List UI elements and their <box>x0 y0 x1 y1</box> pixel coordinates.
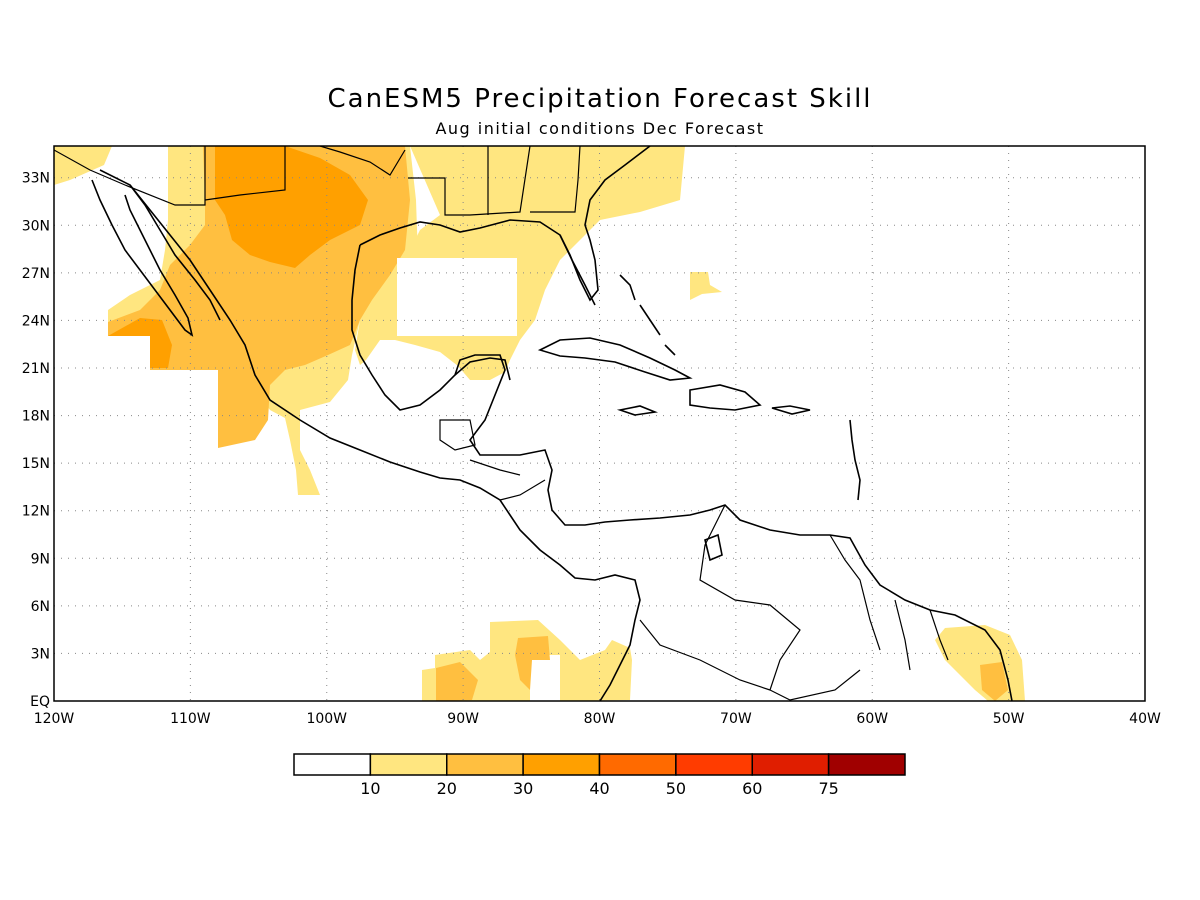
skill-shading <box>54 146 1025 701</box>
lon-tick-label: 70W <box>720 711 752 727</box>
lon-tick-labels: 120W 110W 100W 90W 80W 70W 60W 50W 40W <box>34 711 1161 727</box>
lon-tick-label: 100W <box>306 711 347 727</box>
colorbar-swatch <box>598 753 677 776</box>
lat-tick-label: 18N <box>22 409 50 425</box>
colorbar-swatch <box>827 753 906 776</box>
shading-level-10-20 <box>54 146 1025 701</box>
colorbar-label: 60 <box>742 779 762 798</box>
colorbar-label: 40 <box>589 779 609 798</box>
lat-tick-label: 30N <box>22 218 50 234</box>
lon-tick-label: 80W <box>584 711 616 727</box>
colorbar-swatch <box>369 753 448 776</box>
lat-tick-label: 27N <box>22 266 50 282</box>
lat-tick-label: 6N <box>31 599 50 615</box>
colorbar: 10 20 30 40 50 60 75 <box>293 753 906 798</box>
political-borders <box>54 146 949 701</box>
masked-region <box>397 258 517 336</box>
lat-tick-labels: EQ 3N 6N 9N 12N 15N 18N 21N 24N 27N 30N 33N <box>22 171 50 710</box>
map-title: CanESM5 Precipitation Forecast Skill <box>327 84 873 114</box>
lon-tick-label: 90W <box>447 711 479 727</box>
lat-tick-label: 3N <box>31 646 50 662</box>
colorbar-swatch <box>675 753 753 776</box>
lon-tick-label: 60W <box>856 711 888 727</box>
colorbar-swatch <box>751 753 830 776</box>
colorbar-label: 10 <box>360 779 380 798</box>
lat-tick-label: 15N <box>22 456 50 472</box>
lat-tick-label: 33N <box>22 171 50 187</box>
lat-tick-label: 9N <box>31 551 50 567</box>
colorbar-swatch <box>293 753 372 776</box>
lon-tick-label: 40W <box>1129 711 1161 727</box>
lat-tick-label: 21N <box>22 361 50 377</box>
shading-level-30-40 <box>108 146 368 368</box>
coastlines <box>91 146 1013 701</box>
lat-tick-label: 24N <box>22 313 50 329</box>
lon-tick-label: 120W <box>34 711 75 727</box>
colorbar-swatch <box>446 753 524 776</box>
lat-tick-label: 12N <box>22 504 50 520</box>
colorbar-label: 75 <box>818 779 838 798</box>
lon-tick-label: 110W <box>170 711 211 727</box>
plot-frame <box>53 145 1146 702</box>
lat-tick-label: EQ <box>30 694 50 710</box>
map-gridlines <box>54 146 1145 701</box>
colorbar-label: 50 <box>666 779 686 798</box>
lon-tick-label: 50W <box>993 711 1025 727</box>
colorbar-label: 20 <box>437 779 457 798</box>
colorbar-label: 30 <box>513 779 533 798</box>
map-subtitle: Aug initial conditions Dec Forecast <box>435 119 765 138</box>
colorbar-swatch <box>522 753 601 776</box>
